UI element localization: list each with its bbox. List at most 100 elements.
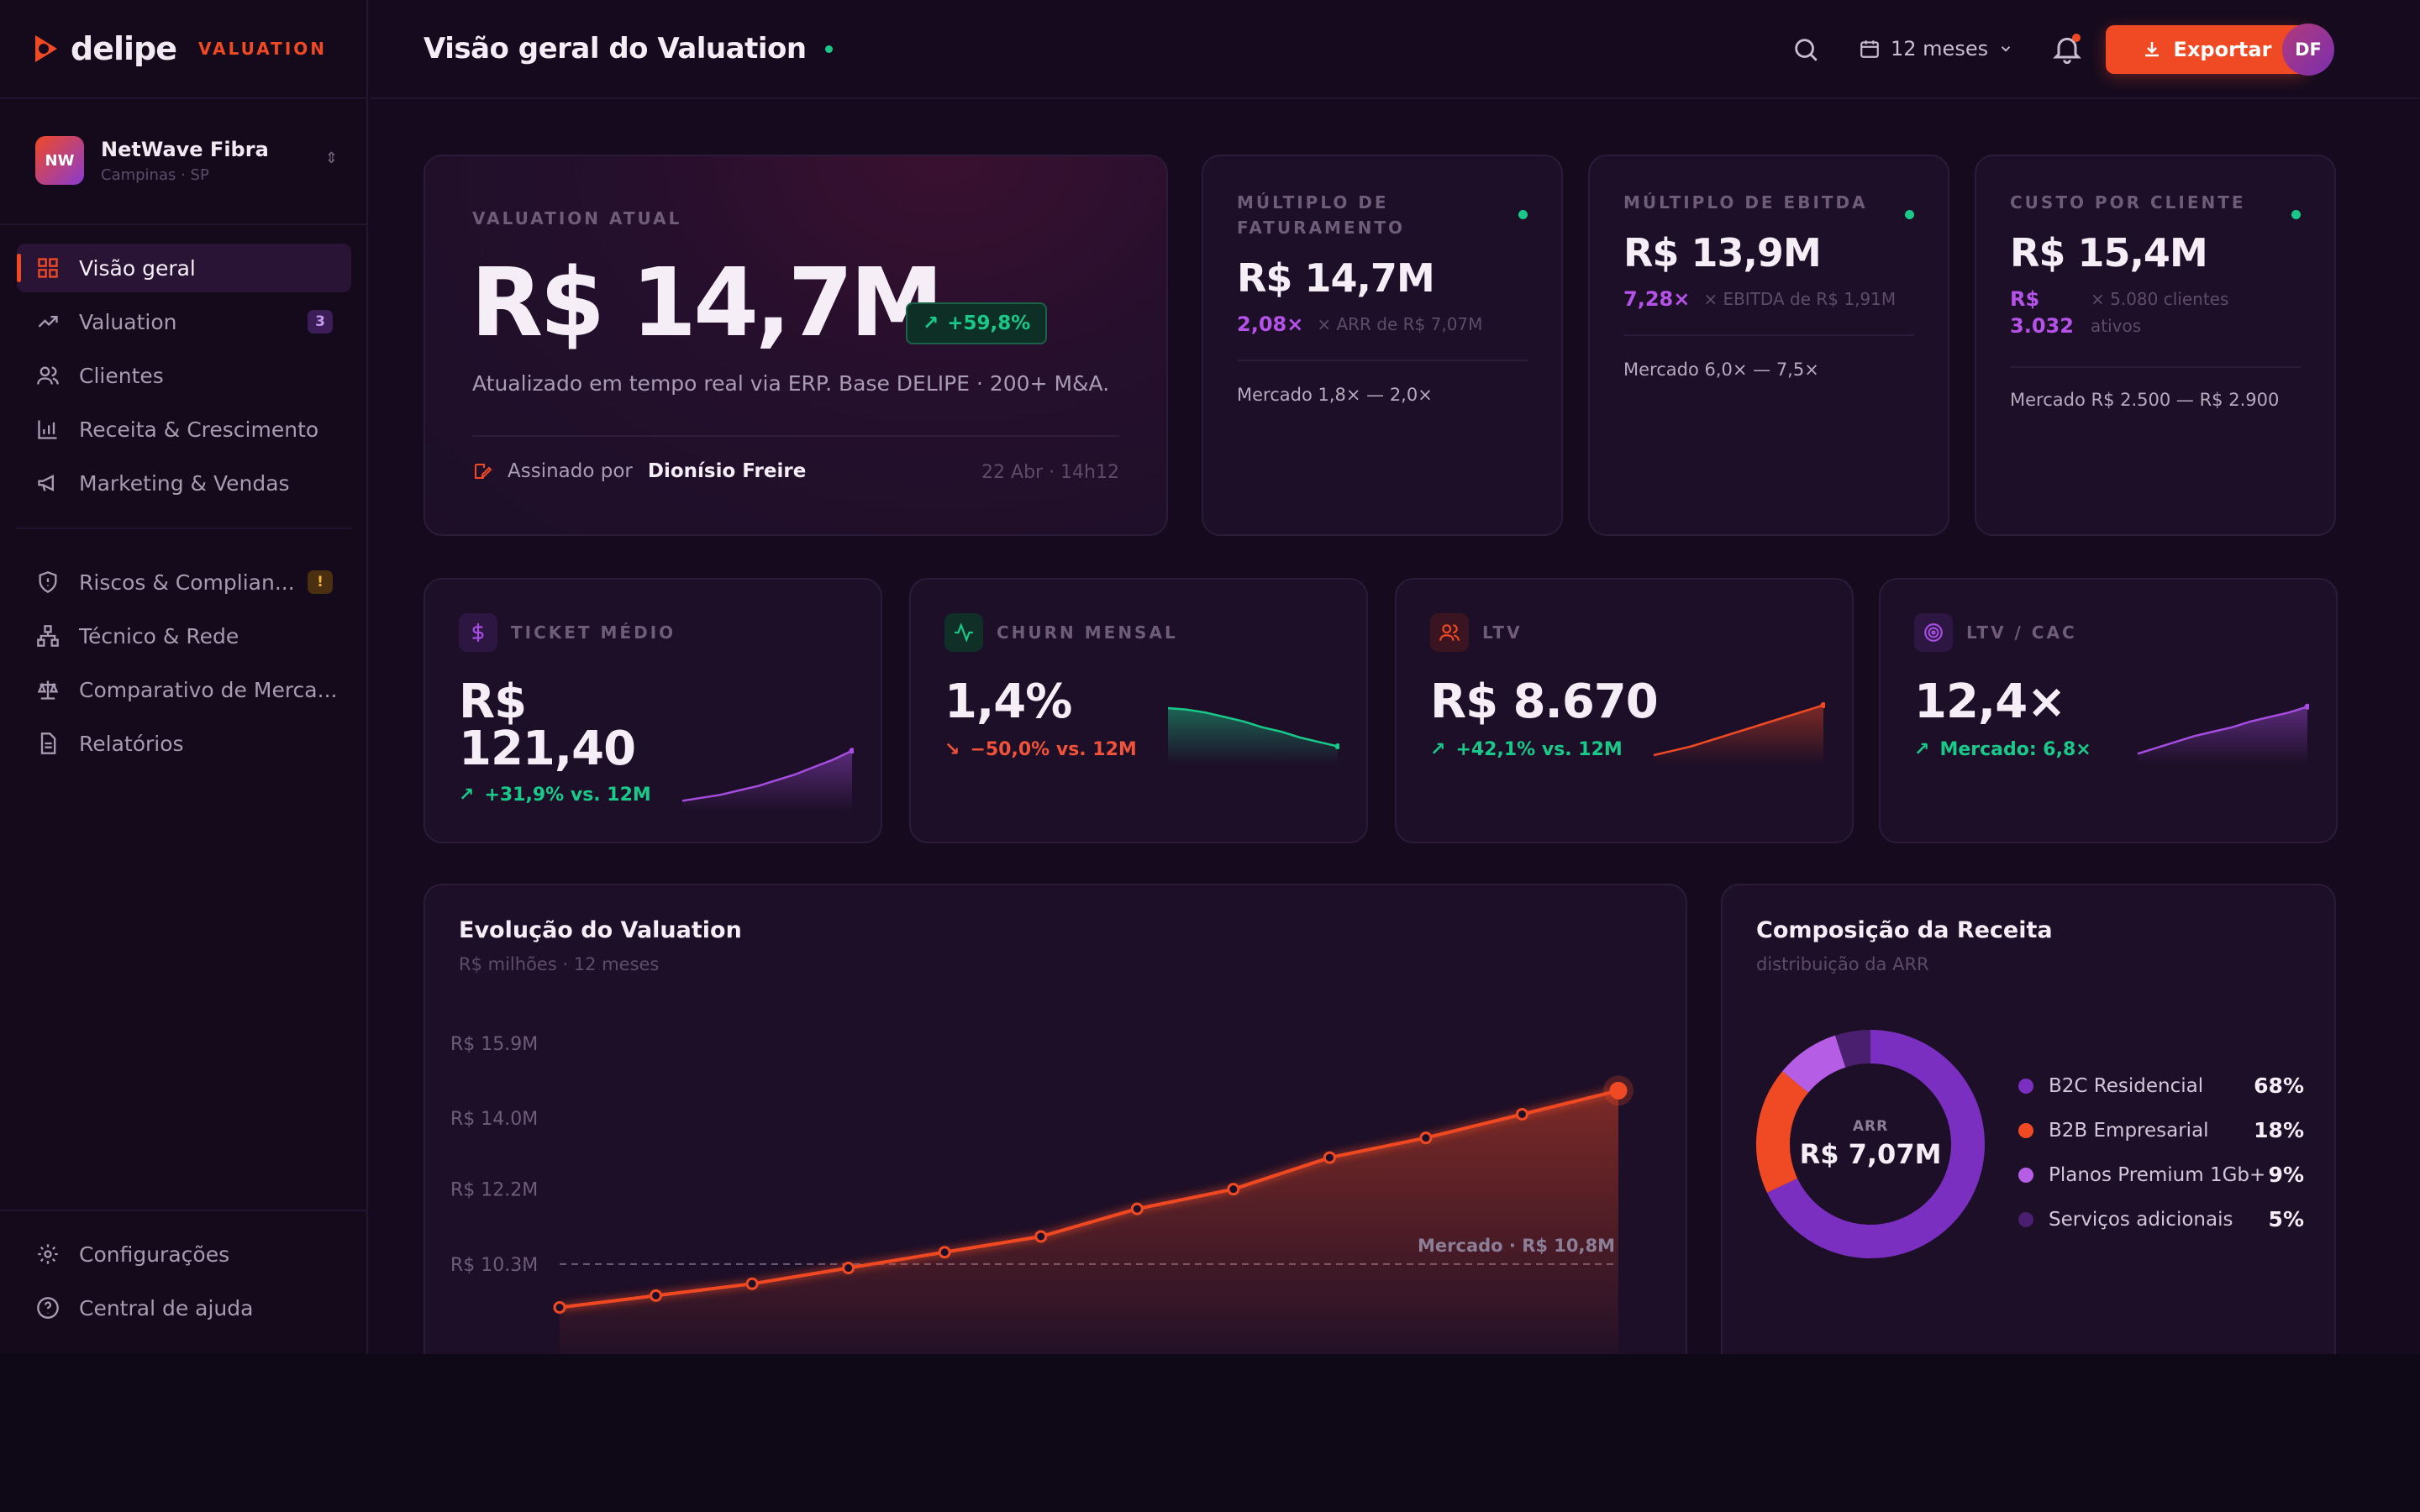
export-button[interactable]: Exportar [2106, 25, 2307, 74]
market-reference-label: Mercado · R$ 10,8M [1418, 1235, 1615, 1256]
page-title: Visão geral do Valuation [424, 32, 833, 66]
brand[interactable]: delipe VALUATION [32, 29, 327, 69]
multiple-factor: 7,28× [1623, 287, 1691, 311]
sparkline-line [681, 749, 853, 802]
kpi-delta-text: Mercado: 6,8× [1939, 739, 2091, 760]
search-icon[interactable] [1791, 35, 1820, 64]
legend-item: B2C Residencial 68% [2018, 1063, 2304, 1108]
kpi-label: TICKET MÉDIO [511, 622, 676, 643]
nav-item-marketing[interactable]: Marketing & Vendas [17, 459, 351, 507]
valuation-evolution-card: Evolução do Valuation R$ milhões · 12 me… [424, 884, 1687, 1354]
scale-icon [35, 677, 60, 702]
sidebar-divider [0, 1210, 368, 1211]
brand-tag: VALUATION [198, 39, 328, 59]
sparkline-area [2138, 706, 2307, 764]
trend-icon [35, 309, 60, 334]
multiple-market: Mercado 6,0× — 7,5× [1623, 360, 1819, 380]
donut-legend: B2C Residencial 68% B2B Empresarial 18% Plan… [2018, 1063, 2304, 1242]
valuation-data-point[interactable] [1419, 1131, 1433, 1145]
multiple-note: × 5.080 clientes ativos [2091, 289, 2229, 336]
arrow-up-right-icon: ↗ [459, 785, 475, 806]
calendar-icon [1860, 40, 1879, 58]
company-switcher[interactable]: NW NetWave Fibra Campinas · SP ⇕ [35, 131, 338, 190]
multiple-divider [1623, 334, 1914, 336]
help-icon [35, 1295, 60, 1320]
sparkline-end-point [1334, 743, 1339, 749]
shield-icon [35, 570, 60, 595]
y-axis-tick-label: R$ 12.2M [450, 1180, 538, 1201]
legend-swatch [2018, 1078, 2033, 1094]
bell-icon [2053, 37, 2081, 65]
nav-item-label: Relatórios [79, 731, 184, 756]
sparkline-line [1653, 704, 1824, 757]
donut-slice[interactable] [1834, 1030, 1871, 1068]
multiple-factor: R$ 3.032 [2010, 287, 2074, 338]
user-avatar[interactable]: DF [2282, 24, 2334, 76]
valuation-data-point[interactable] [1515, 1107, 1528, 1121]
signed-name: Dionísio Freire [647, 460, 807, 482]
kpi-delta-text: −50,0% vs. 12M [970, 739, 1137, 760]
nav-footer: Configurações Central de ajuda [17, 1230, 351, 1337]
kpi-card-churn: CHURN MENSAL 1,4% ↘ −50,0% vs. 12M [909, 578, 1368, 843]
nav-item-receita[interactable]: Receita & Crescimento [17, 405, 351, 454]
kpi-delta: ↗ +31,9% vs. 12M [459, 785, 651, 806]
nav-item-label: Marketing & Vendas [79, 470, 290, 496]
nav-item-riscos[interactable]: Riscos & Complian... ! [17, 558, 351, 606]
nav-item-valuation[interactable]: Valuation 3 [17, 297, 351, 346]
export-label: Exportar [2173, 38, 2272, 61]
live-status-dot [824, 45, 833, 53]
valuation-data-point[interactable] [745, 1277, 759, 1290]
valuation-data-point[interactable] [553, 1300, 566, 1314]
period-selector[interactable]: 12 meses [1859, 32, 2013, 66]
bar-chart-icon [35, 417, 60, 442]
hero-date: 22 Abr · 14h12 [981, 462, 1119, 483]
company-location: Campinas · SP [101, 165, 209, 184]
valuation-data-point[interactable] [1323, 1151, 1336, 1164]
valuation-data-point[interactable] [1130, 1202, 1144, 1215]
nav-item-visao-geral[interactable]: Visão geral [17, 244, 351, 292]
donut-slice[interactable] [1782, 1035, 1846, 1094]
nav-item-label: Comparativo de Merca... [79, 677, 338, 702]
hero-delta-badge: ↗ +59,8% [906, 302, 1048, 344]
nav-item-label: Visão geral [79, 255, 196, 281]
y-axis-tick-label: R$ 14.0M [450, 1109, 538, 1130]
brand-name: delipe [71, 30, 177, 67]
chevron-down-icon [2001, 46, 2011, 52]
kpi-label: CHURN MENSAL [997, 622, 1178, 643]
notifications-button[interactable] [2050, 32, 2084, 66]
legend-item: B2B Empresarial 18% [2018, 1108, 2304, 1152]
nav-item-tecnico[interactable]: Técnico & Rede [17, 612, 351, 660]
nav-secondary: Riscos & Complian... ! Técnico & Rede Co… [17, 558, 351, 773]
kpi-card-ltv: LTV R$ 8.670 ↗ +42,1% vs. 12M [1395, 578, 1854, 843]
hero-delta: +59,8% [947, 312, 1031, 334]
valuation-data-point[interactable] [938, 1246, 951, 1259]
donut-slice[interactable] [1756, 1071, 1809, 1193]
nav-item-clientes[interactable]: Clientes [17, 351, 351, 400]
chart-subtitle: distribuição da ARR [1756, 954, 1929, 974]
valuation-data-point[interactable] [650, 1289, 663, 1302]
nav-item-relatorios[interactable]: Relatórios [17, 719, 351, 768]
sidebar-divider [0, 223, 368, 225]
valuation-data-point[interactable] [842, 1262, 855, 1275]
nav-badge: 3 [308, 310, 333, 333]
kpi-value: 12,4× [1914, 675, 2066, 729]
donut-center-label: ARR [1852, 1118, 1889, 1135]
valuation-data-point[interactable] [1609, 1081, 1628, 1100]
period-label: 12 meses [1891, 37, 1989, 60]
donut-center-value: R$ 7,07M [1799, 1138, 1942, 1170]
hero-signature: Assinado por Dionísio Freire [472, 460, 806, 482]
multiple-divider [2010, 366, 2301, 368]
nav-item-comparativo[interactable]: Comparativo de Merca... [17, 665, 351, 714]
valuation-data-point[interactable] [1227, 1183, 1240, 1196]
nav-badge: ! [308, 570, 333, 594]
valuation-data-point[interactable] [1034, 1230, 1048, 1243]
legend-item: Planos Premium 1Gb+ 9% [2018, 1152, 2304, 1197]
multiple-eyebrow: MÚLTIPLO DE EBITDA [1623, 192, 1868, 213]
kpi-sparkline [2137, 703, 2309, 764]
nav-item-ajuda[interactable]: Central de ajuda [17, 1284, 351, 1332]
donut-slice[interactable] [1766, 1030, 1985, 1258]
chart-subtitle: R$ milhões · 12 meses [459, 954, 660, 974]
kpi-value: R$ 8.670 [1430, 675, 1659, 729]
nav-item-configuracoes[interactable]: Configurações [17, 1230, 351, 1278]
arrow-up-right-icon: ↗ [1914, 739, 1930, 760]
